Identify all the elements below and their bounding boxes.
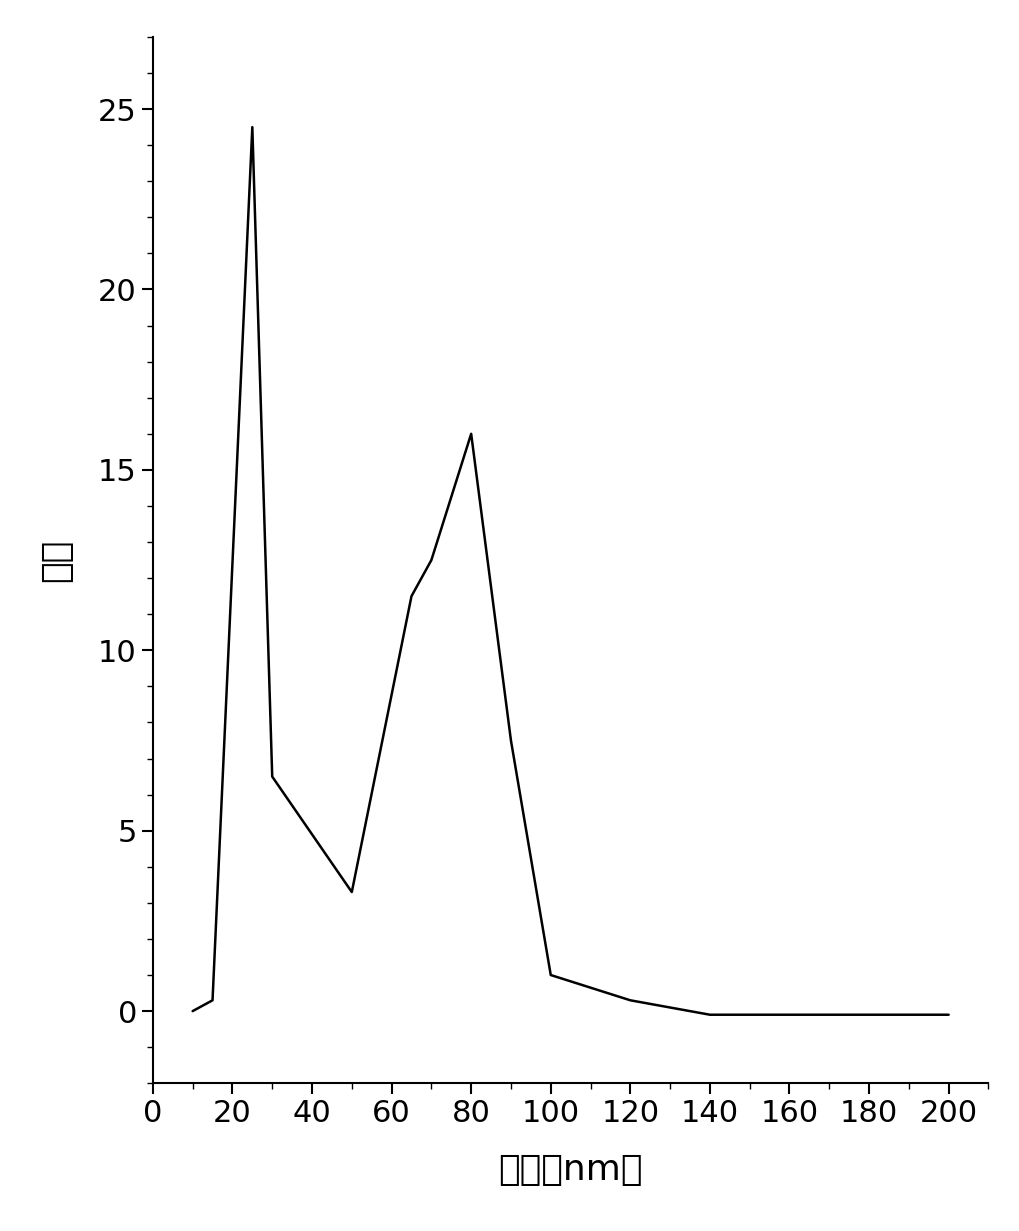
Y-axis label: 数量: 数量	[39, 538, 73, 582]
X-axis label: 粒径（nm）: 粒径（nm）	[498, 1153, 643, 1187]
